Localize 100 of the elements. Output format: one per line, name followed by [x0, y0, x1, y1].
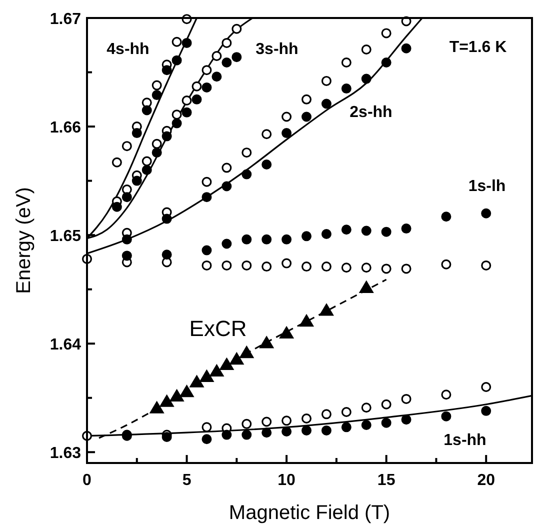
- point: [359, 280, 374, 293]
- point: [299, 314, 314, 327]
- point: [222, 181, 232, 192]
- point: [202, 245, 212, 256]
- point: [481, 260, 492, 270]
- x-axis-title: Magnetic Field (T): [228, 502, 390, 524]
- point: [232, 24, 242, 34]
- point: [202, 192, 212, 202]
- point: [302, 112, 312, 122]
- point: [122, 250, 132, 261]
- point: [282, 416, 292, 426]
- y-tick-label: 1.67: [50, 11, 82, 28]
- point: [220, 358, 234, 370]
- point: [481, 382, 492, 392]
- y-tick-label: 1.64: [50, 336, 82, 354]
- point: [441, 259, 452, 270]
- point: [230, 352, 244, 365]
- point: [262, 416, 272, 427]
- point: [381, 399, 392, 410]
- point: [242, 169, 252, 180]
- point: [279, 326, 294, 339]
- point: [321, 98, 332, 109]
- point: [262, 428, 272, 438]
- point: [341, 422, 352, 432]
- point: [481, 406, 492, 416]
- point: [381, 28, 392, 38]
- point: [192, 94, 202, 104]
- point: [202, 434, 212, 444]
- point: [282, 258, 292, 268]
- point: [122, 192, 132, 202]
- point: [142, 105, 152, 116]
- point: [192, 81, 202, 92]
- point: [361, 44, 372, 54]
- point: [182, 95, 192, 106]
- point: [222, 260, 232, 270]
- annotation: T=1.6 K: [449, 39, 508, 56]
- point: [441, 390, 452, 400]
- point: [242, 430, 252, 440]
- annotation: 1s-hh: [444, 432, 486, 450]
- point: [182, 38, 192, 48]
- point: [152, 90, 162, 100]
- point: [242, 418, 252, 429]
- point: [282, 234, 292, 244]
- point: [202, 260, 212, 270]
- point: [319, 304, 334, 316]
- point: [341, 58, 352, 68]
- point: [302, 94, 312, 104]
- point: [172, 118, 182, 128]
- point: [401, 264, 412, 274]
- point: [302, 425, 312, 436]
- point: [262, 262, 272, 272]
- point: [361, 402, 372, 413]
- point: [212, 72, 222, 82]
- point: [302, 414, 312, 424]
- annotation: 2s-hh: [350, 104, 392, 122]
- point: [142, 164, 152, 175]
- point: [321, 409, 332, 420]
- x-tick-label: 20: [477, 472, 496, 489]
- point: [381, 226, 392, 237]
- point: [381, 58, 392, 68]
- point: [401, 224, 412, 234]
- point: [162, 214, 172, 224]
- point: [361, 226, 372, 236]
- point: [212, 50, 222, 61]
- point: [122, 141, 132, 152]
- point: [152, 138, 162, 149]
- point: [361, 262, 372, 273]
- annotation: 4s-hh: [106, 41, 150, 58]
- y-tick-label: 1.65: [50, 228, 82, 246]
- point: [341, 406, 352, 417]
- point: [282, 112, 292, 122]
- point: [142, 156, 152, 166]
- point: [112, 157, 122, 168]
- point: [381, 264, 392, 274]
- point: [162, 131, 172, 142]
- point: [321, 262, 332, 272]
- point: [222, 430, 232, 440]
- point: [282, 426, 292, 437]
- point: [242, 234, 252, 244]
- point: [222, 238, 232, 249]
- point: [182, 107, 192, 118]
- point: [401, 394, 412, 404]
- point: [239, 346, 254, 358]
- point: [321, 76, 332, 86]
- point: [259, 336, 274, 348]
- point: [481, 208, 492, 218]
- point: [150, 401, 164, 414]
- point: [302, 231, 312, 242]
- point: [170, 389, 184, 402]
- point: [190, 375, 204, 388]
- point: [222, 38, 232, 48]
- point: [401, 414, 412, 425]
- point: [172, 36, 182, 47]
- point: [321, 228, 332, 239]
- point: [222, 162, 232, 173]
- point: [341, 224, 352, 235]
- annotation: ExCR: [189, 316, 247, 341]
- point: [361, 420, 372, 430]
- point: [262, 129, 272, 140]
- y-axis-title: Energy (eV): [13, 187, 35, 294]
